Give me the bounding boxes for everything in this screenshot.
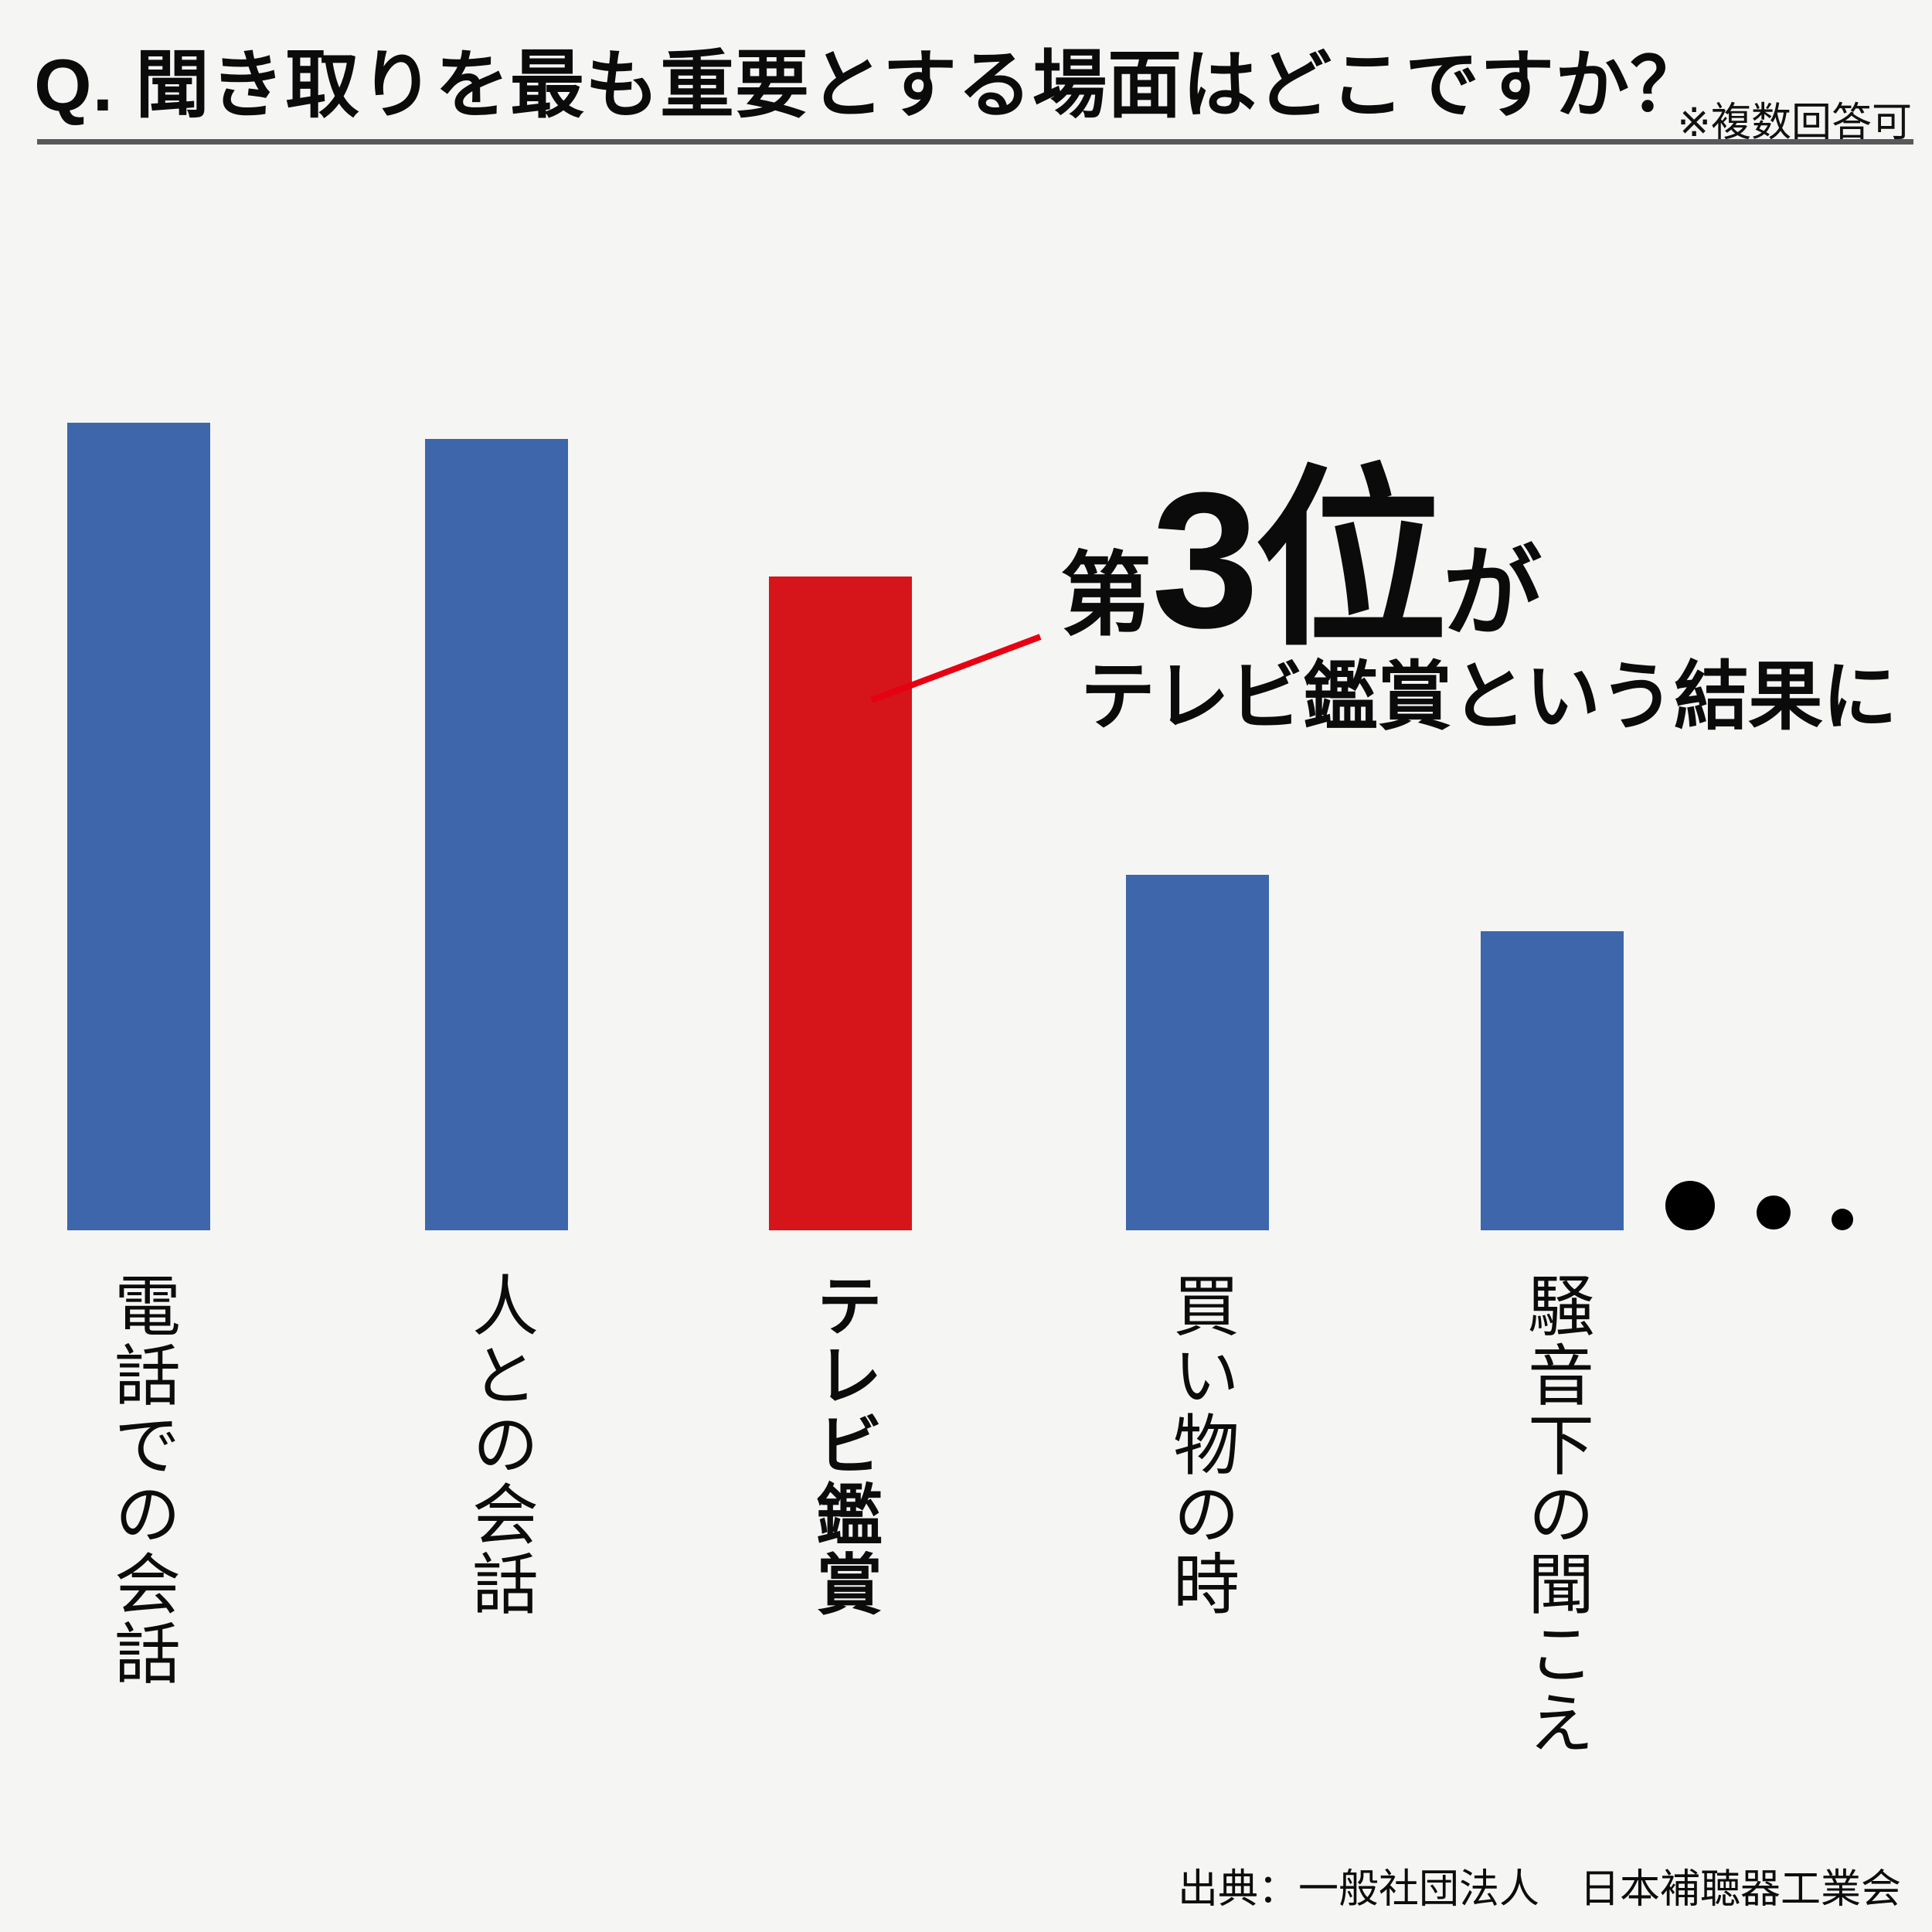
title-underline — [37, 139, 1913, 145]
page-title: Q. 聞き取りを最も重要とする場面はどこですか？ — [34, 44, 1706, 127]
rank-suffix: が — [1443, 538, 1543, 648]
bar — [1126, 875, 1269, 1230]
source-credit: 出典：一般社団法人 日本補聴器工業会 — [1177, 1867, 1901, 1912]
multiple-answers-note: ※複数回答可 — [1677, 100, 1912, 145]
rank-number: 3位 — [1151, 452, 1447, 668]
ellipsis-dot — [1757, 1196, 1791, 1230]
bar — [67, 423, 210, 1230]
bar-label: 騒音下の聞こえ — [1517, 1271, 1592, 1758]
bar-label: 電話での会話 — [104, 1271, 179, 1689]
rank-annotation: 第 3位 が — [1060, 464, 1542, 657]
rank-annotation-line2: テレビ鑑賞という結果に — [1080, 655, 1897, 739]
ellipsis-dot — [1832, 1209, 1853, 1230]
bar-highlighted — [769, 577, 912, 1230]
bar-label: 人との会話 — [461, 1271, 536, 1619]
bar-label: 買い物の時 — [1162, 1271, 1237, 1619]
bar — [1481, 931, 1624, 1230]
bar — [425, 439, 568, 1230]
bar-label: テレビ鑑賞 — [805, 1271, 880, 1619]
ellipsis-dot — [1665, 1181, 1715, 1230]
rank-prefix: 第 — [1060, 545, 1152, 647]
